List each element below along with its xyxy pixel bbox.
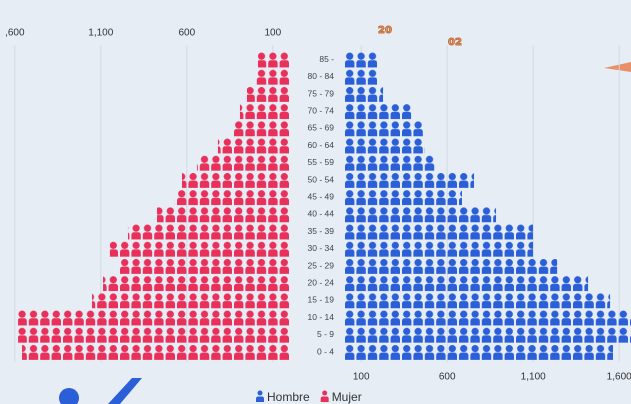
bar xyxy=(344,223,534,240)
x-tick-label: 1,100 xyxy=(88,28,113,39)
bar xyxy=(127,223,290,240)
bar xyxy=(258,51,290,68)
legend-icon xyxy=(322,390,328,396)
bar xyxy=(344,206,497,223)
y-tick-label: 85 - xyxy=(319,54,334,64)
x-tick-label: ,600 xyxy=(5,28,25,39)
legend-label: Mujer xyxy=(332,390,362,404)
legend-icon xyxy=(320,396,329,402)
y-tick-label: 5 - 9 xyxy=(317,329,334,339)
x-tick-label: 1,100 xyxy=(521,372,546,383)
bar xyxy=(344,120,424,137)
y-tick-label: 25 - 29 xyxy=(308,260,335,270)
decoration xyxy=(59,388,79,404)
arrow-decoration xyxy=(604,62,631,72)
bar xyxy=(18,309,291,326)
y-tick-label: 60 - 64 xyxy=(308,140,335,150)
bar xyxy=(344,240,534,257)
bar xyxy=(344,154,435,171)
y-tick-label: 45 - 49 xyxy=(308,191,335,201)
x-tick-label: 1,600 xyxy=(607,372,631,383)
bar xyxy=(103,275,290,292)
y-tick-label: 20 - 24 xyxy=(308,277,335,287)
x-tick-label: 600 xyxy=(178,28,195,39)
legend-item: Hombre xyxy=(256,390,310,404)
bar xyxy=(239,103,290,120)
bar xyxy=(174,189,290,206)
bar xyxy=(344,326,631,343)
bar xyxy=(247,86,290,102)
bar xyxy=(344,68,378,85)
bar xyxy=(344,172,475,188)
y-tick-label: 10 - 14 xyxy=(308,312,335,322)
bar xyxy=(344,189,462,206)
bar xyxy=(255,68,290,85)
bar xyxy=(157,206,290,223)
bar xyxy=(217,137,290,154)
x-tick-label: 600 xyxy=(439,372,456,383)
year-suffix: 02 xyxy=(448,37,462,48)
y-tick-label: 75 - 79 xyxy=(308,88,335,98)
bar xyxy=(344,86,384,102)
bar xyxy=(344,275,589,292)
y-tick-label: 70 - 74 xyxy=(308,105,335,115)
bar xyxy=(92,292,290,309)
decoration xyxy=(108,378,142,404)
y-tick-label: 80 - 84 xyxy=(308,71,335,81)
y-tick-label: 55 - 59 xyxy=(308,157,335,167)
legend-icon xyxy=(256,396,264,402)
legend-item: Mujer xyxy=(320,390,362,404)
bar xyxy=(109,240,290,257)
y-tick-label: 15 - 19 xyxy=(308,295,335,305)
y-tick-label: 65 - 69 xyxy=(308,123,335,133)
bar xyxy=(344,51,378,68)
bar xyxy=(344,309,631,326)
bar xyxy=(196,154,290,171)
bar xyxy=(344,258,558,274)
x-tick-label: 100 xyxy=(264,28,281,39)
bar xyxy=(22,344,291,360)
x-tick-label: 100 xyxy=(353,372,370,383)
y-tick-label: 30 - 34 xyxy=(308,243,335,253)
y-tick-label: 50 - 54 xyxy=(308,174,335,184)
y-tick-label: 40 - 44 xyxy=(308,209,335,219)
year-prefix: 20 xyxy=(378,25,392,36)
bar xyxy=(118,258,290,274)
bar xyxy=(344,344,614,360)
bar xyxy=(344,137,426,154)
bar xyxy=(18,326,291,343)
legend-icon xyxy=(257,390,263,396)
legend-label: Hombre xyxy=(267,390,310,404)
y-tick-label: 35 - 39 xyxy=(308,226,335,236)
bar xyxy=(233,120,290,137)
y-tick-label: 0 - 4 xyxy=(317,346,334,356)
bar xyxy=(344,292,611,309)
bar xyxy=(344,103,412,120)
bar xyxy=(181,172,290,188)
